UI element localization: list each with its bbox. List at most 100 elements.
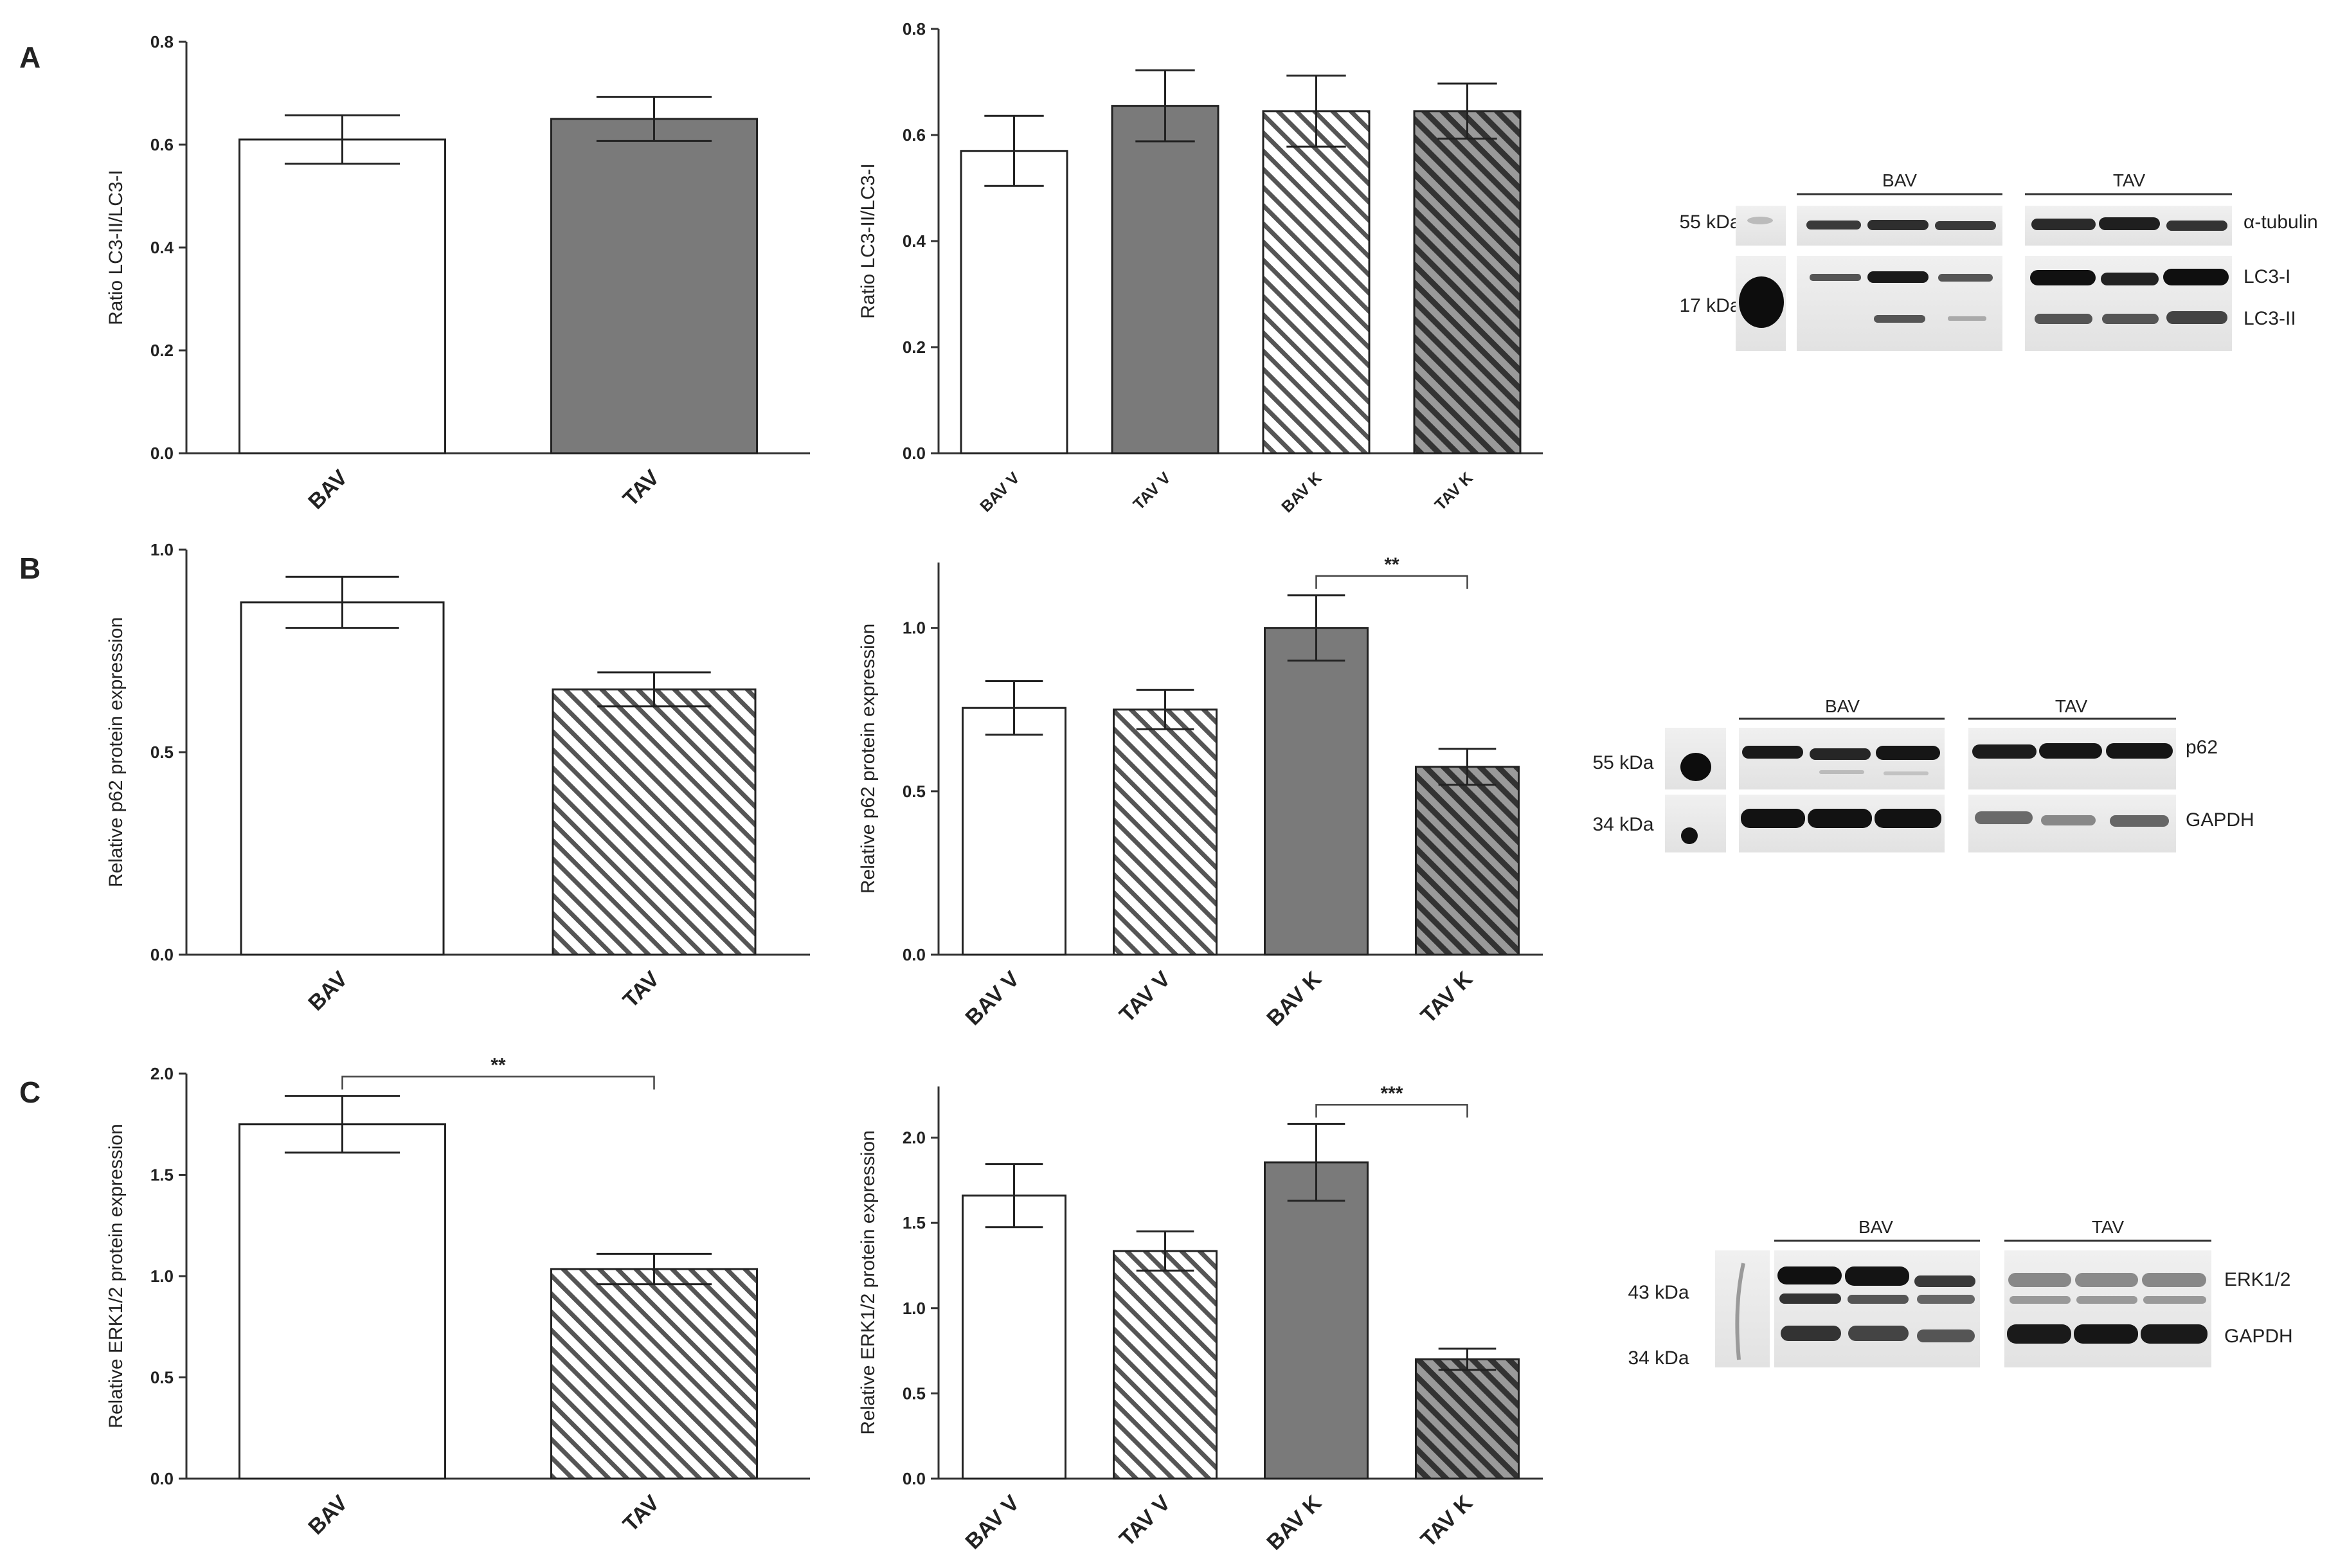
blot-b-protein-gapdh: GAPDH (2186, 809, 2254, 831)
chart-a2-bar-0 (960, 150, 1068, 455)
blot-a-bav-lc3ii-band-2 (1874, 315, 1925, 323)
blot-a-tav-lc3ii-band-1 (2035, 314, 2092, 324)
blot-a-protein-lc3ii: LC3-II (2244, 308, 2296, 329)
blot-a-bav-lc3ii-band-3 (1948, 316, 1986, 321)
chart-a1-y-tick-label: 0.0 (150, 444, 174, 463)
blot-b-tav-gapdh-band-3 (2110, 815, 2169, 827)
blot-b-bav-gapdh-band-3 (1875, 809, 1941, 828)
chart-c2-y-tick-label: 0.5 (903, 1383, 926, 1403)
blot-a-ladder-top (1736, 206, 1786, 246)
chart-a2-y-tick-label: 0.0 (903, 444, 926, 463)
blot-c-marker-43: 43 kDa (1628, 1282, 1689, 1303)
blot-b-group-tav: TAV (2055, 696, 2088, 716)
blot-c-protein-erk: ERK1/2 (2224, 1269, 2290, 1290)
chart-b1-y-tick-label: 1.0 (150, 540, 174, 559)
blot-b-tav-gapdh-band-1 (1975, 811, 2033, 824)
blot-a-tav-tubulin-band-3 (2166, 221, 2227, 231)
blot-c-tav-erk-band-2b (2076, 1296, 2137, 1304)
chart-b1-bar-0 (240, 601, 445, 956)
blot-c-tav-gapdh-band-3 (2141, 1324, 2208, 1344)
chart-c2-category-label-3: TAV K (1416, 1490, 1478, 1552)
chart-b1-y-axis-label: Relative p62 protein expression (105, 617, 127, 887)
chart-c1-y-tick-label: 2.0 (150, 1064, 174, 1083)
blot-a-tav-tubulin-band-1 (2031, 219, 2096, 230)
chart-c1-y-tick-label: 0.5 (150, 1368, 174, 1387)
chart-a1-bar-0 (238, 138, 446, 455)
chart-c1-significance-bracket-0 (341, 1076, 655, 1090)
chart-a2-category-label-1: TAV V (1130, 469, 1174, 513)
chart-c2-bar-1 (1113, 1250, 1218, 1480)
blot-a-bav-lc3-strip (1797, 256, 2002, 351)
blot-a-bav-tubulin-band-3 (1935, 221, 1996, 230)
blot-a-group-bav: BAV (1882, 170, 1917, 190)
blot-b-ladder-bottom (1665, 795, 1726, 852)
chart-c-erk-groups: 0.0 0.5 1.0 1.5 2.0 Relative ERK1/2 protein e… (105, 1055, 810, 1540)
chart-a2-y-tick-label: 0.4 (903, 231, 926, 251)
blot-c-tav-erk-band-1a (2008, 1273, 2071, 1287)
chart-b2-category-label-0: BAV V (961, 967, 1025, 1031)
chart-b2-y-axis-label: Relative p62 protein expression (858, 624, 879, 894)
blot-b-tav-p62-band-1 (1972, 744, 2037, 759)
blot-c-bav-gapdh-band-1 (1781, 1326, 1841, 1341)
chart-b2-category-label-2: BAV K (1262, 966, 1326, 1031)
blot-c-tav-strip (2004, 1250, 2211, 1367)
blot-a-tav-lc3i-band-1 (2030, 270, 2096, 285)
chart-a1-y-tick-label: 0.2 (150, 341, 174, 360)
chart-c-erk-subgroups: 0.0 0.5 1.0 1.5 2.0 Relative ERK1/2 protein e… (858, 1083, 1543, 1555)
chart-a2-y-tick-label: 0.6 (903, 125, 926, 145)
chart-b1-y-tick-label: 0.0 (150, 945, 174, 964)
chart-a2-category-label-3: TAV K (1432, 469, 1477, 514)
chart-c2-category-label-0: BAV V (961, 1491, 1025, 1554)
chart-b2-significance-label-0: ** (1384, 554, 1399, 575)
chart-b2-y-tick-label: 0.5 (903, 782, 926, 801)
blot-b-ladder-blob-bottom (1681, 827, 1698, 844)
chart-a2-y-axis-label: Ratio LC3-II/LC3-I (858, 163, 879, 319)
chart-b2-bar-0 (962, 707, 1066, 956)
chart-b2-y-tick-label: 1.0 (903, 618, 926, 638)
blot-c-tav-erk-band-3a (2142, 1273, 2206, 1287)
blot-b-group-bav: BAV (1825, 696, 1860, 716)
blot-c-marker-34: 34 kDa (1628, 1347, 1689, 1369)
blot-b-bav-gapdh-band-1 (1741, 809, 1805, 828)
chart-a2-y-tick-label: 0.8 (903, 19, 926, 39)
panel-letter-c: C (19, 1076, 40, 1109)
blot-a-group-tav: TAV (2113, 170, 2146, 190)
chart-b2-bar-1 (1113, 708, 1218, 956)
chart-a1-category-label-0: BAV (303, 465, 352, 514)
chart-b-p62-subgroups: 0.0 0.5 1.0 Relative p62 protein expression… (858, 554, 1543, 1031)
chart-c2-y-tick-label: 2.0 (903, 1128, 926, 1148)
blot-b-bav-p62-band-3 (1876, 746, 1940, 760)
chart-c2-bar-3 (1415, 1358, 1520, 1480)
chart-c1-y-tick-label: 1.5 (150, 1166, 174, 1185)
chart-b-p62-groups: 0.0 0.5 1.0 Relative p62 protein expression… (105, 540, 810, 1016)
chart-a2-bar-2 (1262, 110, 1371, 455)
blot-b-bav-p62-band-1 (1742, 746, 1803, 759)
blot-a-bav-lc3i-band-3 (1938, 274, 1993, 282)
chart-a1-category-label-1: TAV (618, 465, 665, 512)
blot-c-tav-gapdh-band-1 (2007, 1324, 2071, 1344)
blot-c-bav-gapdh-band-2 (1848, 1326, 1909, 1341)
chart-a2-bar-1 (1111, 105, 1219, 455)
chart-a2-category-label-2: BAV K (1278, 469, 1325, 516)
blot-a-marker-17: 17 kDa (1679, 295, 1740, 316)
blot-b-tav-p62-band-3 (2106, 743, 2173, 759)
chart-c2-bar-0 (962, 1194, 1066, 1480)
chart-c2-category-label-1: TAV V (1115, 1491, 1175, 1551)
blot-b-tav-gapdh-band-2 (2041, 815, 2096, 825)
blot-c-group-bav: BAV (1858, 1217, 1893, 1237)
panel-letter-b: B (19, 552, 40, 585)
blot-a-bav-tubulin-band-1 (1806, 221, 1861, 230)
chart-b1-bar-1 (552, 688, 757, 956)
blot-b-bav-p62-faint-band (1819, 770, 1864, 774)
chart-b2-category-label-3: TAV K (1416, 966, 1478, 1028)
chart-c1-significance-label-0: ** (490, 1055, 506, 1076)
chart-a2-bar-3 (1413, 110, 1522, 455)
western-blot-b: BAV TAV 55 kDa 34 kDa p62 GAPDH (1592, 696, 2254, 852)
chart-a-lc3-ratio-subgroups: 0.0 0.2 0.4 0.6 0.8 Ratio LC3-II/LC3-I BAV V TA… (858, 19, 1543, 516)
blot-c-group-tav: TAV (2092, 1217, 2125, 1237)
chart-c1-y-axis-label: Relative ERK1/2 protein expression (105, 1124, 127, 1428)
chart-c2-bar-2 (1264, 1161, 1369, 1480)
blot-a-ladder-blob (1739, 276, 1784, 328)
blot-a-protein-lc3i: LC3-I (2244, 266, 2290, 287)
blot-c-protein-gapdh: GAPDH (2224, 1326, 2293, 1347)
